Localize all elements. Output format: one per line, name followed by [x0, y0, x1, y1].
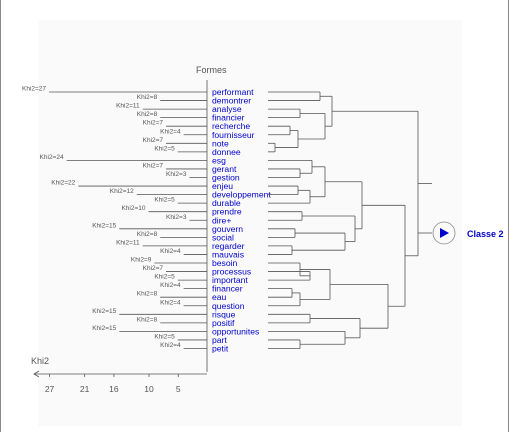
chi2-label: Khi2=8 [137, 94, 158, 101]
chi2-label: Khi2=4 [160, 248, 181, 255]
word-label: fournisseur [212, 130, 255, 140]
chi2-label: Khi2=15 [92, 308, 116, 315]
class-label: Classe 2 [467, 229, 504, 239]
chi2-label: Khi2=24 [40, 154, 64, 161]
word-label: opportunites [212, 326, 259, 336]
word-label: mauvais [212, 249, 244, 259]
chi2-label: Khi2=11 [116, 103, 140, 110]
chi2-label: Khi2=9 [131, 257, 152, 264]
word-label: gestion [212, 173, 240, 183]
x-tick-label: 5 [176, 384, 181, 394]
chi2-label: Khi2=15 [92, 222, 116, 229]
chi2-label: Khi2=8 [137, 291, 158, 298]
word-label: analyse [212, 104, 242, 114]
word-label: important [212, 275, 248, 285]
x-tick-label: 27 [45, 384, 55, 394]
chi2-label: Khi2=12 [110, 188, 134, 195]
chi2-label: Khi2=4 [160, 342, 181, 349]
chi2-label: Khi2=7 [143, 120, 164, 127]
word-label: performant [212, 87, 254, 97]
chi2-label: Khi2=4 [160, 128, 181, 135]
word-label: developpement [212, 190, 271, 200]
chi2-label: Khi2=3 [166, 171, 187, 178]
x-axis-arrow [33, 370, 40, 378]
class-marker-triangle [440, 228, 449, 238]
word-label: besoin [212, 258, 238, 268]
chi2-label: Khi2=15 [92, 325, 116, 332]
chi2-label: Khi2=4 [160, 299, 181, 306]
chi2-label: Khi2=10 [121, 205, 145, 212]
word-label: risque [212, 309, 236, 319]
chi2-label: Khi2=8 [137, 316, 158, 323]
chi2-label: Khi2=8 [137, 231, 158, 238]
chi2-label: Khi2=5 [154, 145, 175, 152]
word-label: enjeu [212, 181, 233, 191]
word-label: financier [212, 113, 245, 123]
chi2-label: Khi2=11 [116, 239, 140, 246]
word-label: dire+ [212, 215, 231, 225]
word-label: demontrer [212, 96, 251, 106]
frame-left-border [0, 0, 1, 432]
word-label: positif [212, 318, 235, 328]
word-label: gouvern [212, 224, 243, 234]
class-marker-circle [432, 221, 456, 245]
word-label: financer [212, 284, 243, 294]
word-label: social [212, 232, 234, 242]
word-label: gerant [212, 164, 237, 174]
chi2-label: Khi2=3 [166, 214, 187, 221]
chi2-label: Khi2=27 [22, 86, 46, 93]
word-label: recherche [212, 121, 250, 131]
chi2-label: Khi2=5 [154, 197, 175, 204]
chi2-label: Khi2=22 [51, 180, 75, 187]
word-label: note [212, 138, 229, 148]
word-label: part [212, 335, 227, 345]
x-tick-label: 21 [80, 384, 90, 394]
chi2-label: Khi2=5 [154, 274, 175, 281]
chi2-label: Khi2=7 [143, 265, 164, 272]
axis-title-formes: Formes [196, 65, 227, 75]
word-label: durable [212, 198, 241, 208]
word-label: regarder [212, 241, 245, 251]
word-label: donnee [212, 147, 241, 157]
word-label: esg [212, 155, 226, 165]
axis-title-khi2: Khi2 [31, 356, 49, 366]
chi2-label: Khi2=4 [160, 282, 181, 289]
x-tick-label: 16 [109, 384, 119, 394]
chi2-label: Khi2=7 [143, 137, 164, 144]
chi2-label: Khi2=5 [154, 333, 175, 340]
plot-panel [38, 20, 462, 426]
word-label: prendre [212, 207, 242, 217]
word-label: petit [212, 344, 229, 354]
x-tick-label: 10 [144, 384, 154, 394]
chi2-label: Khi2=7 [143, 162, 164, 169]
word-label: eau [212, 292, 227, 302]
chi2-label: Khi2=8 [137, 111, 158, 118]
word-label: question [212, 301, 245, 311]
word-label: processus [212, 267, 251, 277]
